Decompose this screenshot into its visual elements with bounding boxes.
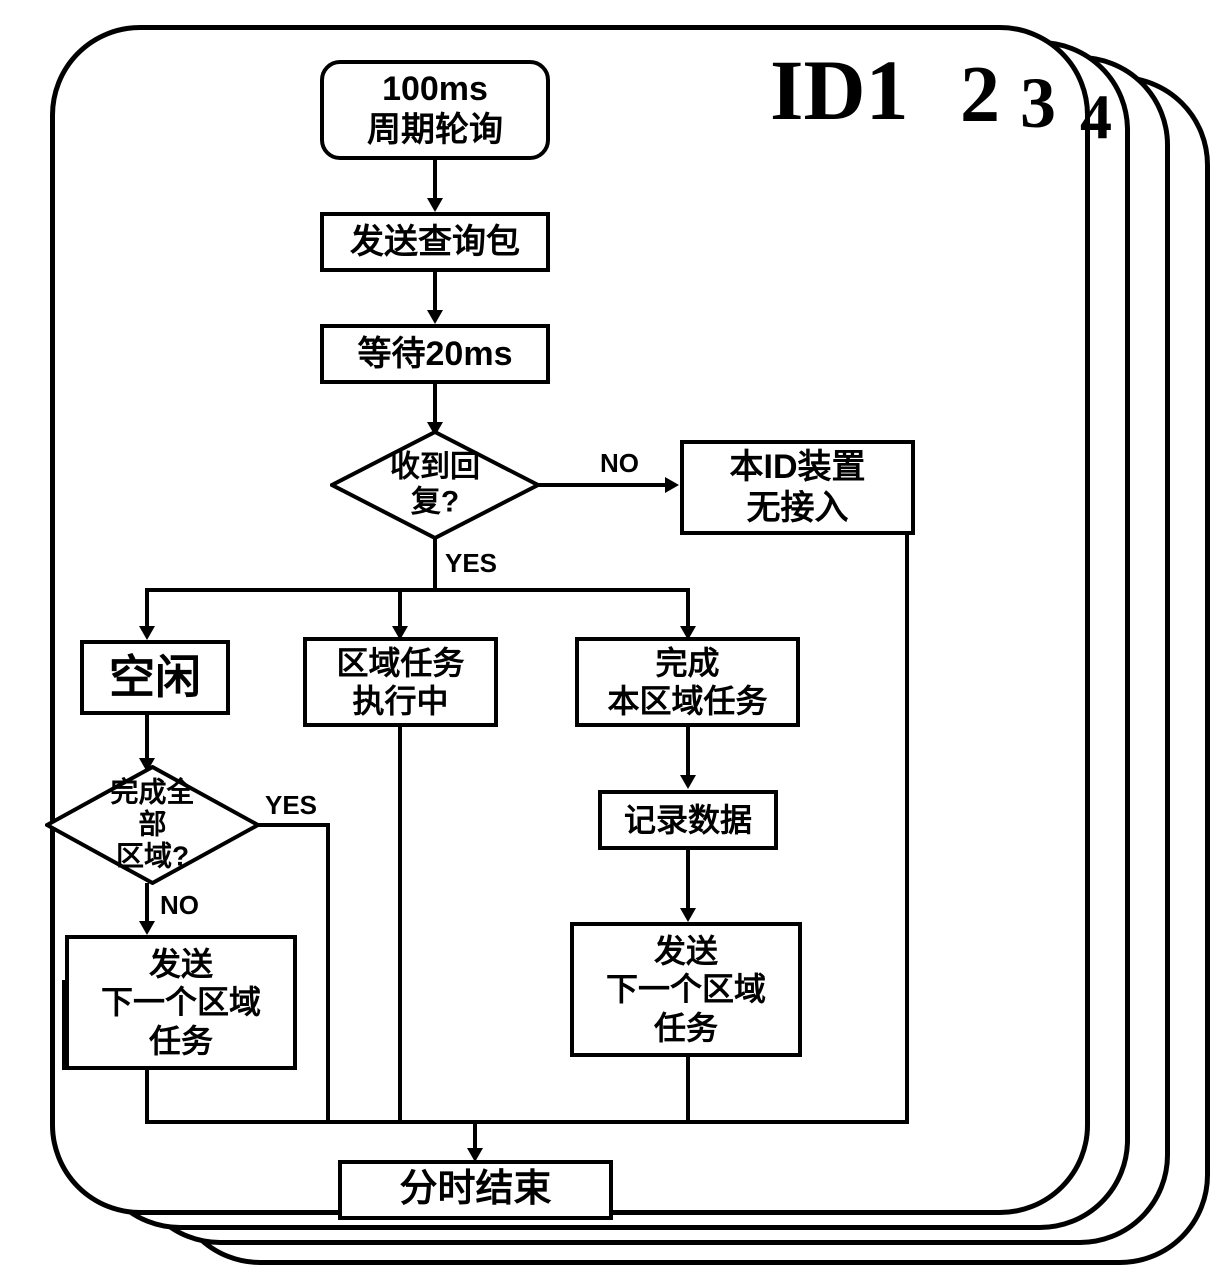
label-no-sub: NO (160, 890, 199, 921)
edge-split-mid-v (398, 588, 402, 628)
edge-areaexec-down (398, 727, 402, 1120)
area-exec-line1: 区域任务 (336, 644, 464, 682)
edge-wait-decision (433, 384, 437, 424)
node-send-next-right: 发送 下一个区域 任务 (570, 922, 802, 1057)
node-decision-all: 完成全部 区域? (45, 765, 260, 885)
label-no-main: NO (600, 448, 639, 479)
label-yes-sub: YES (265, 790, 317, 821)
send-next-left-line1: 发送 (149, 945, 213, 983)
node-record: 记录数据 (598, 790, 778, 850)
id-label-4: 4 (1080, 80, 1112, 154)
edge-polling-sendquery (433, 160, 437, 200)
node-wait: 等待20ms (320, 324, 550, 384)
id-label-2: 2 (960, 50, 1000, 141)
id-label-3: 3 (1020, 62, 1056, 145)
no-access-line1: 本ID装置 (730, 447, 866, 488)
arrow-polling-sendquery (427, 198, 443, 212)
node-idle: 空闲 (80, 640, 230, 715)
arrow-areadone-record (680, 775, 696, 789)
send-next-left-line2: 下一个区域 (101, 983, 261, 1021)
area-done-line2: 本区域任务 (607, 682, 767, 720)
send-next-right-line1: 发送 (654, 932, 718, 970)
node-area-exec: 区域任务 执行中 (303, 637, 498, 727)
edge-sendnextR-down (686, 1057, 690, 1120)
edge-card-tick (62, 980, 66, 1070)
edge-split-h (145, 588, 690, 592)
edge-dec2-no-v (145, 883, 149, 923)
edge-sendquery-wait (433, 272, 437, 312)
no-access-line2: 无接入 (747, 488, 849, 529)
area-exec-line2: 执行中 (352, 682, 448, 720)
polling-line2: 周期轮询 (367, 110, 503, 151)
edge-dec2-yes-h (258, 823, 330, 827)
send-next-right-line3: 任务 (654, 1009, 718, 1047)
node-polling: 100ms 周期轮询 (320, 60, 550, 160)
node-decision-reply: 收到回复? (330, 430, 540, 540)
id-label-1: ID1 (770, 40, 909, 140)
arrow-record-sendnextR (680, 908, 696, 922)
edge-decision-yes-v (433, 538, 437, 588)
edge-dec2-yes-v (326, 823, 330, 1120)
send-next-right-line2: 下一个区域 (606, 970, 766, 1008)
node-area-done: 完成 本区域任务 (575, 637, 800, 727)
edge-areadone-record (686, 727, 690, 777)
polling-line1: 100ms (382, 69, 488, 110)
edge-idle-dec2 (145, 715, 149, 760)
label-yes-main: YES (445, 548, 497, 579)
edge-decision-no-h (538, 483, 668, 487)
edge-merge-v (473, 1120, 477, 1150)
edge-noaccess-down (905, 535, 909, 1120)
decision-all-line2: 区域? (99, 841, 207, 873)
node-send-next-left: 发送 下一个区域 任务 (65, 935, 297, 1070)
decision-all-text: 完成全部 区域? (99, 777, 207, 874)
edge-split-right-v (686, 588, 690, 628)
edge-record-sendnextR (686, 850, 690, 910)
decision-reply-text: 收到回复? (383, 451, 488, 520)
edge-sendnextL-down (145, 1070, 149, 1120)
decision-all-line1: 完成全部 (99, 777, 207, 841)
arrow-decision-no (665, 477, 679, 493)
edge-split-left-v (145, 588, 149, 628)
arrow-sendquery-wait (427, 310, 443, 324)
node-end: 分时结束 (338, 1160, 613, 1220)
node-no-access: 本ID装置 无接入 (680, 440, 915, 535)
node-send-query: 发送查询包 (320, 212, 550, 272)
arrow-split-left (139, 626, 155, 640)
send-next-left-line3: 任务 (149, 1022, 213, 1060)
area-done-line1: 完成 (655, 644, 719, 682)
arrow-dec2-no (139, 921, 155, 935)
edge-merge-h (145, 1120, 909, 1124)
